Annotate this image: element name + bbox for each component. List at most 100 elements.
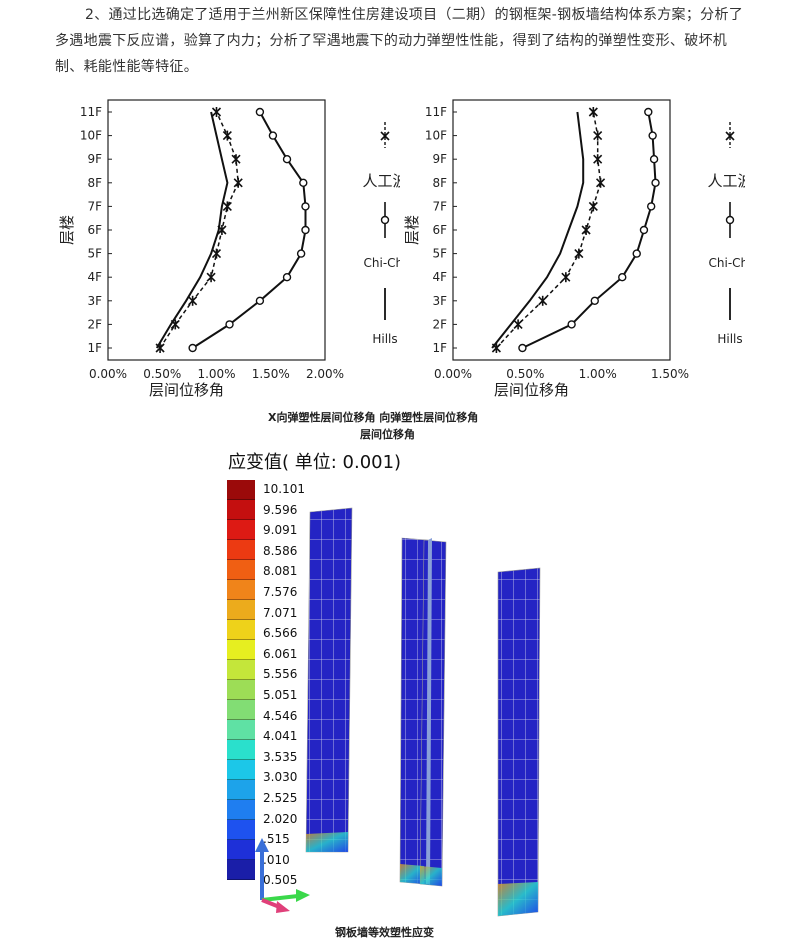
y-tick-label: 2F	[432, 317, 447, 331]
data-point	[639, 225, 649, 235]
data-point	[644, 107, 653, 117]
y-tick-label: 4F	[87, 270, 102, 284]
y-tick-label: 10F	[425, 129, 447, 143]
wall-model-2	[399, 537, 447, 887]
x-tick-label: 1.50%	[651, 367, 689, 381]
strain-color-scale	[227, 480, 255, 898]
scale-tick-label: .515	[263, 832, 290, 847]
y-tick-label: 11F	[80, 105, 102, 119]
y-tick-label: 7F	[432, 199, 447, 213]
scale-tick-label: 5.556	[263, 667, 298, 682]
scale-swatch	[227, 680, 255, 700]
chart-legend: 人工波 Chi-Chi Hills	[707, 122, 745, 346]
x-tick-label: 0.50%	[506, 367, 544, 381]
y-tick-label: 10F	[80, 129, 102, 143]
scale-swatch	[227, 580, 255, 600]
y-tick-label: 5F	[432, 247, 447, 261]
scale-tick-label: 9.596	[263, 502, 298, 517]
x-tick-label: 2.00%	[306, 367, 344, 381]
scale-swatch	[227, 800, 255, 820]
scale-tick-label: 4.546	[263, 708, 298, 723]
data-point	[301, 202, 310, 211]
data-point	[651, 178, 660, 188]
data-point	[648, 131, 657, 140]
wall-model-1	[305, 507, 353, 853]
data-point	[301, 225, 310, 235]
y-tick-label: 3F	[87, 294, 102, 308]
data-point	[231, 154, 241, 165]
scale-swatch	[227, 520, 255, 540]
x-tick-label: 0.50%	[143, 367, 181, 381]
plot-frame	[452, 99, 671, 361]
data-point	[222, 201, 232, 212]
legend-label: Hills	[372, 332, 397, 346]
x-tick-label: 0.00%	[434, 367, 472, 381]
scale-swatch	[227, 500, 255, 520]
scale-tick-label: 3.535	[263, 749, 298, 764]
chart-x-drift: 1F 2F 3F 4F 5F 6F 7F 8F 9F 10F 11F 0.00% 0.50% 1.00% 1…	[58, 99, 400, 399]
series-line-人工波	[159, 111, 239, 349]
scale-swatch	[227, 760, 255, 780]
data-point	[538, 295, 548, 306]
data-point	[595, 177, 606, 188]
data-point	[211, 107, 222, 117]
data-point	[588, 201, 598, 212]
scale-swatch	[227, 720, 255, 740]
scale-tick-label: 4.041	[263, 729, 298, 744]
scale-swatch	[227, 560, 255, 580]
data-point	[561, 272, 571, 283]
legend-label: Chi-Chi	[709, 256, 745, 270]
data-point	[649, 154, 659, 164]
data-point	[518, 343, 527, 353]
scale-tick-label: 8.586	[263, 543, 298, 558]
scale-tick-label: 2.020	[263, 811, 298, 826]
y-axis-label: 层楼	[403, 215, 421, 245]
chart-legend: 人工波 Chi-Chi Hills	[362, 122, 400, 346]
data-point	[491, 343, 501, 353]
data-point	[581, 225, 591, 235]
scale-swatch	[227, 700, 255, 720]
data-point	[255, 296, 265, 306]
x-tick-label: 0.00%	[89, 367, 127, 381]
data-point	[567, 320, 576, 329]
legend-label: 人工波	[707, 172, 745, 190]
scale-swatch	[227, 660, 255, 680]
scale-swatch	[227, 860, 255, 880]
data-point	[590, 296, 599, 306]
data-point	[646, 202, 656, 211]
scale-tick-label: 0.505	[263, 873, 298, 888]
series-line-Chi-Chi	[192, 111, 307, 349]
data-point	[268, 131, 278, 140]
legend-label: 人工波	[362, 172, 400, 190]
y-tick-label: 6F	[432, 223, 447, 237]
data-point	[206, 272, 216, 283]
data-point	[574, 248, 584, 259]
y-axis-label: 层楼	[58, 215, 76, 245]
data-point	[593, 130, 603, 141]
y-tick-label: 2F	[87, 317, 102, 331]
wall-model-3	[497, 567, 541, 917]
scale-tick-label: 7.576	[263, 585, 298, 599]
legend-label: Hills	[717, 332, 742, 346]
y-tick-label: 9F	[87, 152, 102, 166]
legend-label: Chi-Chi	[364, 256, 400, 270]
scale-swatch	[227, 480, 255, 500]
data-point	[282, 272, 292, 282]
data-point	[299, 178, 308, 188]
series-line-Hills	[155, 111, 229, 349]
y-tick-label: 1F	[432, 341, 447, 355]
y-tick-label: 11F	[425, 105, 447, 119]
scale-tick-label: 7.071	[263, 605, 298, 620]
data-point	[593, 154, 603, 165]
scale-swatch	[227, 840, 255, 860]
data-point	[188, 295, 198, 306]
y-tick-label: 3F	[432, 294, 447, 308]
chart-caption-2: 层间位移角	[360, 428, 415, 441]
data-point	[233, 177, 243, 188]
scale-tick-label: 8.081	[263, 564, 298, 579]
y-tick-label: 9F	[432, 152, 447, 166]
data-point	[296, 249, 306, 258]
chart-caption: X向弹塑性层间位移角 向弹塑性层间位移角	[268, 411, 479, 424]
series-line-Chi-Chi	[521, 111, 657, 349]
x-tick-label: 1.00%	[197, 367, 235, 381]
